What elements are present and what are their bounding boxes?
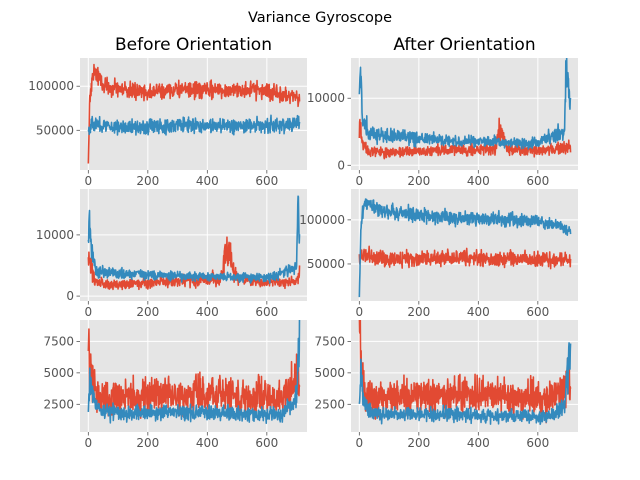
figure-suptitle: Variance Gyroscope	[248, 10, 392, 26]
x-tick-label: 600	[526, 436, 549, 450]
series-line-1	[358, 117, 572, 160]
series-line-1	[358, 320, 572, 424]
y-tick-label: 50000	[307, 257, 345, 271]
x-tick-label: 200	[136, 305, 159, 319]
series-line-2	[358, 198, 572, 298]
x-tick-label: 600	[255, 174, 278, 188]
y-tick-label: 7500	[43, 334, 74, 348]
subplot-4: 0 200 400 600 50000 100000	[299, 189, 578, 319]
x-tick-label: 0	[356, 436, 364, 450]
series-line-2	[87, 195, 301, 284]
y-tick-label: 100000	[28, 79, 74, 93]
x-tick-label: 200	[136, 436, 159, 450]
y-tick-label: 0	[337, 158, 345, 172]
plot-area	[351, 189, 578, 301]
x-tick-label: 400	[467, 174, 490, 188]
series-line-2	[87, 114, 301, 136]
x-tick-label: 200	[136, 174, 159, 188]
subplot-title: Before Orientation	[115, 35, 272, 55]
y-tick-label: 10000	[36, 228, 74, 242]
x-tick-label: 400	[196, 436, 219, 450]
x-tick-label: 600	[526, 305, 549, 319]
x-tick-label: 400	[467, 305, 490, 319]
x-tick-label: 0	[85, 174, 93, 188]
y-tick-label: 0	[66, 289, 74, 303]
plot-area	[80, 58, 307, 170]
x-tick-label: 400	[196, 305, 219, 319]
subplot-2: 0 200 400 600 0 10000 After Orientation	[307, 35, 578, 188]
subplot-title: After Orientation	[393, 35, 535, 55]
x-tick-label: 600	[255, 436, 278, 450]
y-tick-label: 7500	[314, 334, 345, 348]
x-tick-label: 600	[526, 174, 549, 188]
y-tick-label: 5000	[314, 366, 345, 380]
subplot-1: 0 200 400 600 50000 100000 Before Orientation	[28, 35, 307, 188]
series-line-2	[358, 58, 572, 150]
y-tick-label: 5000	[43, 366, 74, 380]
series-line-1	[358, 245, 572, 270]
x-tick-label: 200	[407, 305, 430, 319]
series-line-1	[87, 328, 301, 419]
y-tick-label: 2500	[43, 397, 74, 411]
x-tick-label: 200	[407, 174, 430, 188]
y-tick-label: 50000	[36, 123, 74, 137]
x-tick-label: 200	[407, 436, 430, 450]
x-tick-label: 0	[356, 305, 364, 319]
series-line-2	[358, 342, 572, 425]
subplot-6: 0 200 400 600 2500 5000 7500	[314, 320, 578, 450]
subplot-5: 0 200 400 600 2500 5000 7500	[43, 320, 307, 450]
x-tick-label: 400	[467, 436, 490, 450]
y-tick-label: 100000	[299, 213, 345, 227]
y-tick-label: 2500	[314, 397, 345, 411]
x-tick-label: 0	[356, 174, 364, 188]
y-tick-label: 10000	[307, 91, 345, 105]
x-tick-label: 600	[255, 305, 278, 319]
x-tick-label: 400	[196, 174, 219, 188]
subplot-3: 0 200 400 600 0 10000	[36, 189, 307, 319]
x-tick-label: 0	[85, 436, 93, 450]
series-line-2	[87, 320, 301, 424]
series-line-1	[87, 63, 301, 164]
series-line-1	[87, 236, 301, 291]
x-tick-label: 0	[85, 305, 93, 319]
